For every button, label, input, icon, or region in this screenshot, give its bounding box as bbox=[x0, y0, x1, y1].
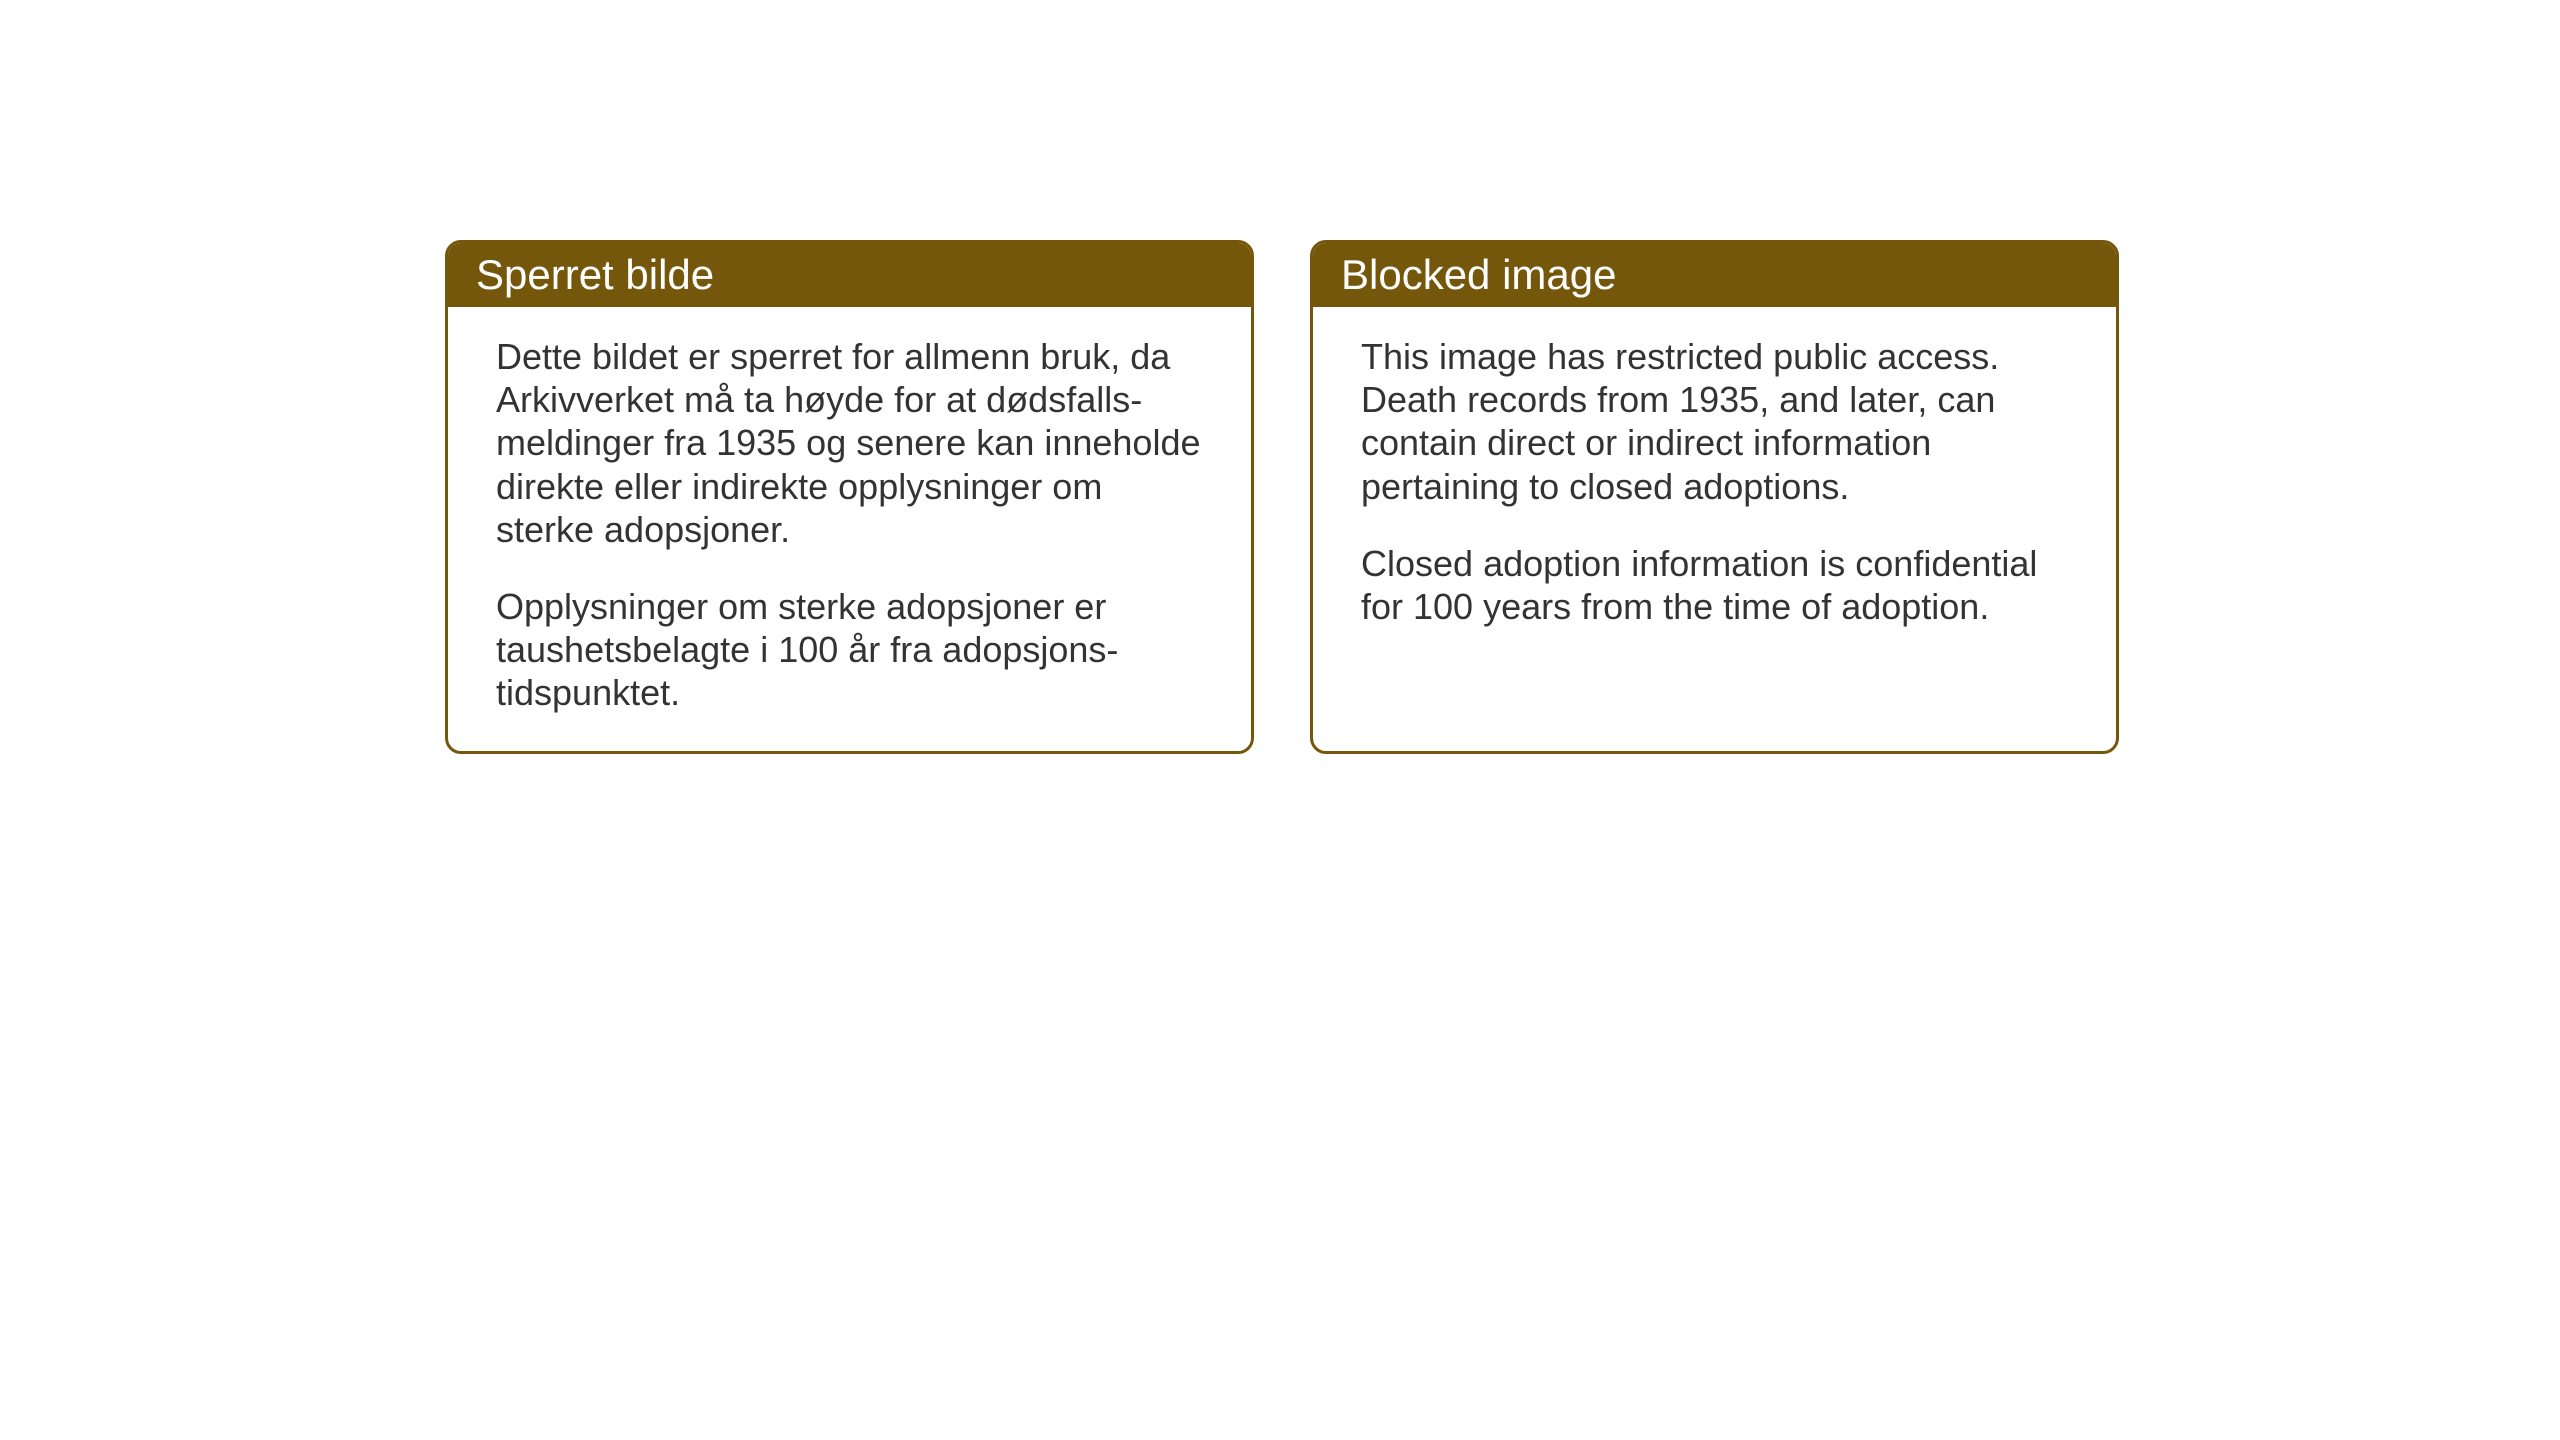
norwegian-card-title: Sperret bilde bbox=[448, 243, 1251, 307]
english-card-body: This image has restricted public access.… bbox=[1313, 307, 2116, 747]
english-paragraph-1: This image has restricted public access.… bbox=[1361, 335, 2068, 508]
norwegian-notice-card: Sperret bilde Dette bildet er sperret fo… bbox=[445, 240, 1254, 754]
norwegian-card-body: Dette bildet er sperret for allmenn bruk… bbox=[448, 307, 1251, 751]
english-card-title: Blocked image bbox=[1313, 243, 2116, 307]
norwegian-paragraph-1: Dette bildet er sperret for allmenn bruk… bbox=[496, 335, 1203, 551]
notice-cards-container: Sperret bilde Dette bildet er sperret fo… bbox=[445, 240, 2119, 754]
norwegian-paragraph-2: Opplysninger om sterke adopsjoner er tau… bbox=[496, 585, 1203, 715]
english-paragraph-2: Closed adoption information is confident… bbox=[1361, 542, 2068, 628]
english-notice-card: Blocked image This image has restricted … bbox=[1310, 240, 2119, 754]
